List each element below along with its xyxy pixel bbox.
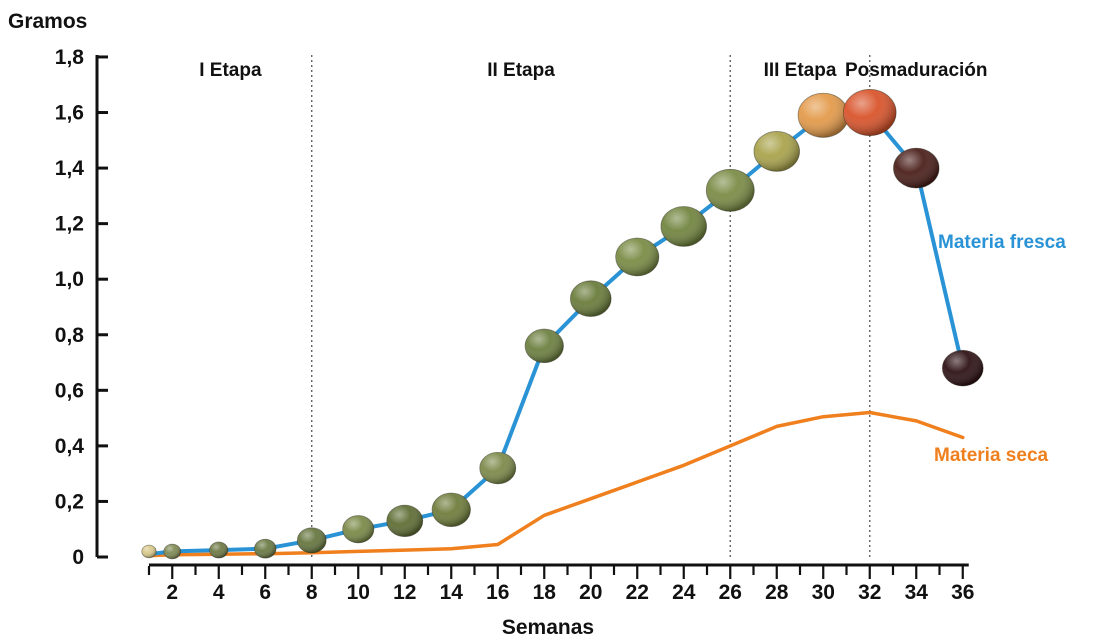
x-tick-label: 22 bbox=[626, 581, 649, 604]
fruit-marker bbox=[893, 147, 940, 189]
fruit-marker bbox=[842, 89, 897, 137]
y-tick-label: 0,8 bbox=[55, 324, 85, 347]
y-tick-label: 1,8 bbox=[55, 46, 85, 69]
x-axis: 2 4 6 8 10 12 14 16 18 20 22 24 26 28 30 32 34 36 bbox=[147, 563, 974, 604]
series-label-materia-seca: Materia seca bbox=[934, 445, 1049, 466]
y-tick-label: 0,2 bbox=[55, 490, 84, 513]
y-tick-label: 0 bbox=[72, 546, 84, 569]
x-tick-label: 12 bbox=[393, 581, 416, 604]
fruit-markers bbox=[141, 89, 984, 560]
fruit-marker bbox=[524, 328, 564, 364]
x-tick-label: 2 bbox=[166, 581, 178, 604]
x-tick-label: 28 bbox=[765, 581, 789, 604]
x-tick-label: 16 bbox=[486, 581, 509, 604]
x-tick-label: 32 bbox=[858, 581, 881, 604]
x-tick-label: 34 bbox=[905, 581, 929, 604]
x-tick-label: 26 bbox=[719, 581, 742, 604]
fruit-marker bbox=[660, 206, 707, 247]
fruit-marker bbox=[296, 527, 327, 554]
x-axis-title: Semanas bbox=[502, 616, 594, 639]
x-tick-label: 10 bbox=[347, 581, 370, 604]
y-axis: 0 0,2 0,4 0,6 0,8 1,0 1,2 1,4 1,6 1,8 bbox=[55, 46, 108, 569]
y-tick-label: 1,0 bbox=[55, 268, 84, 291]
fruit-marker bbox=[431, 492, 471, 527]
y-tick-label: 0,6 bbox=[55, 379, 84, 402]
x-tick-label: 18 bbox=[533, 581, 557, 604]
fruit-marker bbox=[141, 544, 157, 559]
fruit-marker bbox=[705, 168, 755, 212]
series-label-materia-fresca: Materia fresca bbox=[938, 232, 1066, 253]
y-tick-label: 1,6 bbox=[55, 102, 84, 125]
fruit-marker bbox=[254, 538, 277, 559]
fruit-marker bbox=[163, 543, 182, 560]
fruit-marker bbox=[209, 541, 229, 559]
stage-label: I Etapa bbox=[199, 60, 262, 81]
fruit-marker bbox=[941, 349, 984, 387]
x-tick-label: 4 bbox=[213, 581, 225, 604]
fruit-marker bbox=[386, 504, 424, 538]
fruit-marker bbox=[479, 451, 517, 485]
x-tick-label: 6 bbox=[259, 581, 271, 604]
x-tick-label: 36 bbox=[951, 581, 974, 604]
y-axis-title: Gramos bbox=[8, 10, 87, 33]
stage-label: II Etapa bbox=[487, 60, 555, 81]
fruit-marker bbox=[342, 515, 375, 544]
y-tick-label: 1,2 bbox=[55, 213, 84, 236]
stage-label: III Etapa bbox=[764, 60, 837, 81]
stage-labels: I Etapa II Etapa III Etapa Posmaduración bbox=[199, 60, 987, 81]
stage-boundaries bbox=[311, 55, 871, 557]
fruit-marker bbox=[753, 131, 800, 172]
stage-label: Posmaduración bbox=[845, 60, 988, 81]
series-line-materia-seca bbox=[147, 410, 965, 558]
x-tick-label: 24 bbox=[672, 581, 696, 604]
fruit-marker bbox=[797, 92, 849, 138]
fruit-marker bbox=[615, 237, 660, 277]
x-tick-label: 8 bbox=[306, 581, 318, 604]
fruit-marker bbox=[569, 280, 612, 317]
x-tick-label: 20 bbox=[579, 581, 602, 604]
x-tick-label: 14 bbox=[440, 581, 464, 604]
y-tick-label: 0,4 bbox=[55, 435, 85, 458]
x-tick-label: 30 bbox=[812, 581, 835, 604]
y-tick-label: 1,4 bbox=[55, 157, 85, 180]
